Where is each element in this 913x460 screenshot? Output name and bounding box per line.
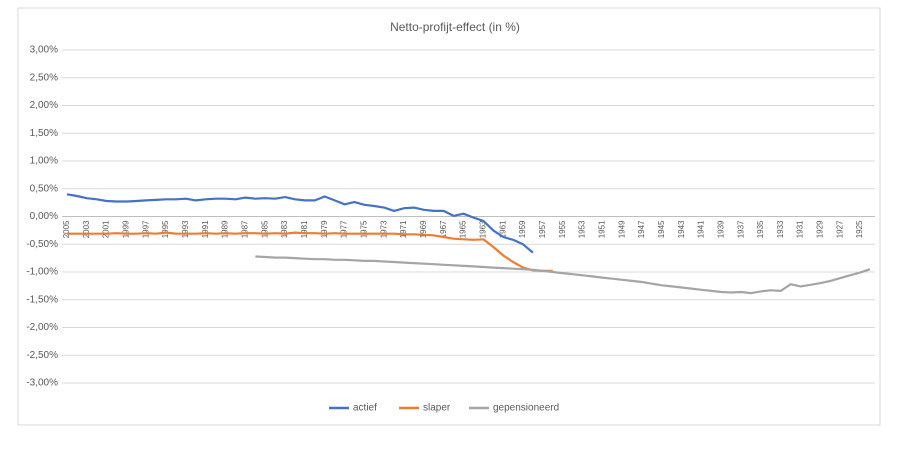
x-tick-label: 1949 <box>617 220 626 238</box>
y-tick-label: 0,00% <box>30 211 58 222</box>
x-tick-label: 1933 <box>776 220 785 238</box>
x-tick-label: 1997 <box>141 220 150 238</box>
x-tick-label: 1957 <box>538 220 547 238</box>
x-tick-label: 2005 <box>62 220 71 238</box>
x-tick-label: 1979 <box>320 220 329 238</box>
series-line <box>67 231 553 272</box>
x-tick-label: 1985 <box>260 220 269 238</box>
chart-title: Netto-profijt-effect (in %) <box>390 20 520 34</box>
x-tick-label: 1943 <box>677 220 686 238</box>
legend-label: gepensioneerd <box>493 403 559 414</box>
y-tick-label: -3,00% <box>26 378 58 389</box>
x-tick-label: 1981 <box>300 220 309 238</box>
x-tick-label: 1973 <box>379 220 388 238</box>
x-tick-label: 1961 <box>498 220 507 238</box>
x-tick-label: 1987 <box>241 220 250 238</box>
y-tick-label: -2,50% <box>26 350 58 361</box>
x-tick-label: 1927 <box>835 220 844 238</box>
x-tick-label: 1977 <box>340 220 349 238</box>
y-tick-label: 3,00% <box>30 45 58 56</box>
x-tick-label: 1969 <box>419 220 428 238</box>
x-tick-label: 1999 <box>122 220 131 238</box>
x-tick-label: 1945 <box>657 220 666 238</box>
series-line <box>255 255 871 295</box>
x-tick-label: 1941 <box>697 220 706 238</box>
x-tick-label: 1993 <box>181 220 190 238</box>
series-line <box>66 193 534 254</box>
x-tick-label: 1947 <box>637 220 646 238</box>
y-tick-label: 1,00% <box>30 156 58 167</box>
x-tick-label: 1991 <box>201 220 210 238</box>
y-tick-label: -0,50% <box>26 239 58 250</box>
x-tick-label: 2001 <box>102 220 111 238</box>
x-tick-label: 1967 <box>439 220 448 238</box>
x-tick-label: 1955 <box>558 220 567 238</box>
y-tick-label: 0,50% <box>30 183 58 194</box>
x-tick-label: 1983 <box>280 220 289 238</box>
x-tick-label: 1971 <box>399 220 408 238</box>
x-tick-label: 1931 <box>796 220 805 238</box>
x-tick-label: 1975 <box>360 220 369 238</box>
x-tick-label: 1963 <box>478 220 487 238</box>
y-tick-label: -1,00% <box>26 267 58 278</box>
y-tick-label: 2,50% <box>30 72 58 83</box>
y-tick-label: -2,00% <box>26 322 58 333</box>
x-tick-label: 2003 <box>82 220 91 238</box>
x-tick-label: 1935 <box>756 220 765 238</box>
x-tick-label: 1951 <box>597 220 606 238</box>
x-tick-label: 1965 <box>459 220 468 238</box>
legend-label: slaper <box>423 403 451 414</box>
x-tick-label: 1953 <box>578 220 587 238</box>
x-tick-label: 1937 <box>736 220 745 238</box>
x-tick-label: 1995 <box>161 220 170 238</box>
y-tick-label: -1,50% <box>26 294 58 305</box>
x-tick-label: 1929 <box>816 220 825 238</box>
x-tick-label: 1959 <box>518 220 527 238</box>
x-tick-label: 1989 <box>221 220 230 238</box>
x-tick-label: 1939 <box>716 220 725 238</box>
y-tick-label: 2,00% <box>30 100 58 111</box>
y-tick-label: 1,50% <box>30 128 58 139</box>
x-tick-label: 1925 <box>855 220 864 238</box>
legend-label: actief <box>353 403 377 414</box>
